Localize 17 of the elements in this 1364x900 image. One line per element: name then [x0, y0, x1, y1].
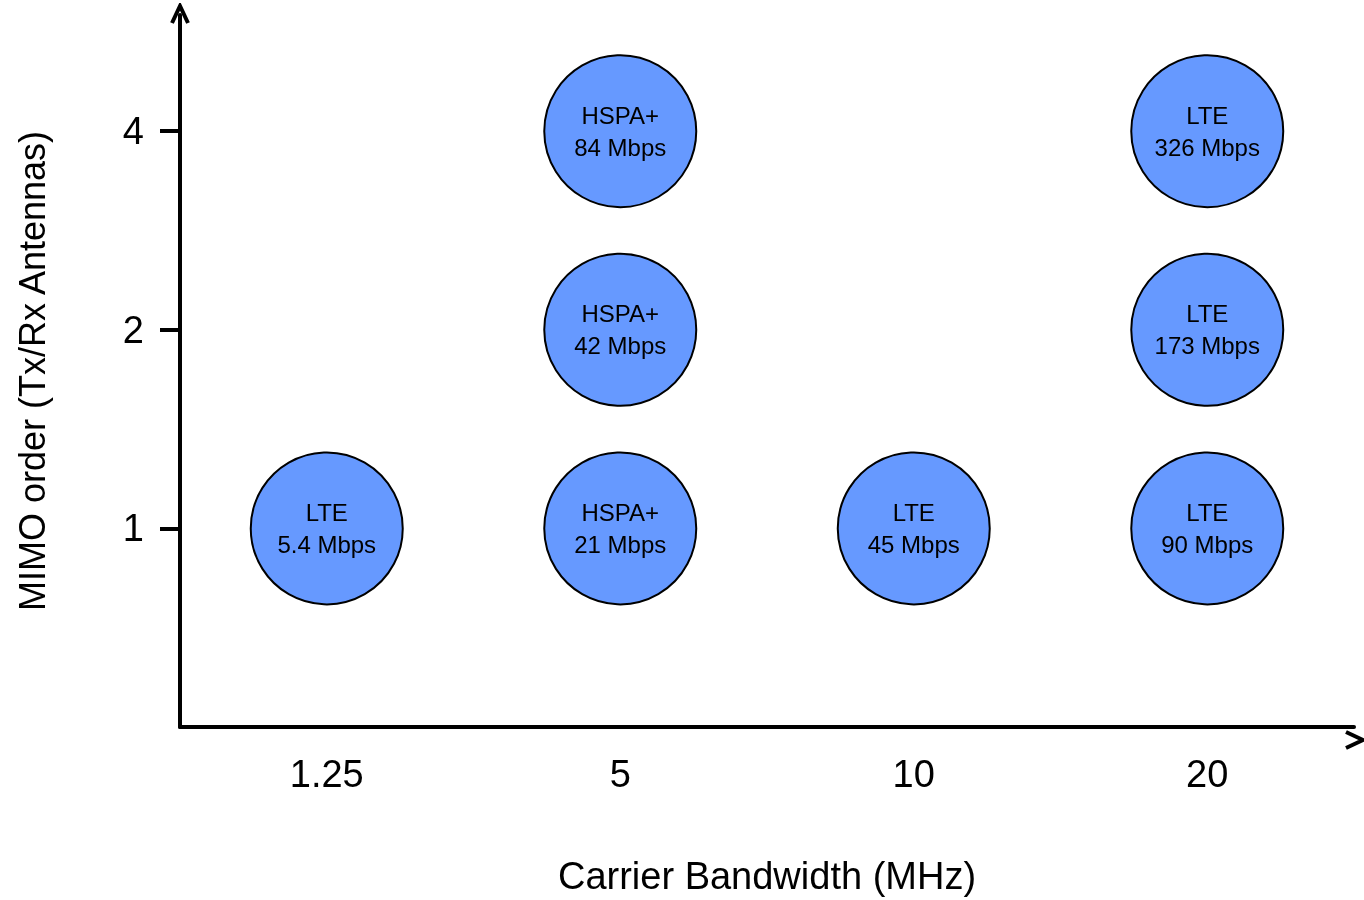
x-tick-label: 5	[609, 753, 631, 795]
data-label: LTE 173 Mbps	[1154, 300, 1260, 360]
data-label: HSPA+ 21 Mbps	[574, 498, 667, 558]
data-label: LTE 326 Mbps	[1154, 101, 1260, 161]
x-tick-label: 1.25	[289, 753, 364, 795]
data-label: LTE 45 Mbps	[867, 498, 960, 558]
y-tick-label: 2	[122, 308, 144, 351]
y-tick-label: 4	[122, 110, 144, 153]
y-tick-label: 1	[122, 507, 144, 550]
x-tick-label: 10	[892, 753, 935, 795]
data-label: LTE 90 Mbps	[1161, 498, 1254, 558]
x-tick-label: 20	[1186, 753, 1229, 795]
x-axis-title: Carrier Bandwidth (MHz)	[557, 855, 977, 897]
data-label: HSPA+ 84 Mbps	[574, 101, 667, 161]
data-label: LTE 5.4 Mbps	[277, 498, 377, 558]
y-axis-title: MIMO order (Tx/Rx Antennas)	[11, 130, 53, 612]
data-label: HSPA+ 42 Mbps	[574, 300, 667, 360]
